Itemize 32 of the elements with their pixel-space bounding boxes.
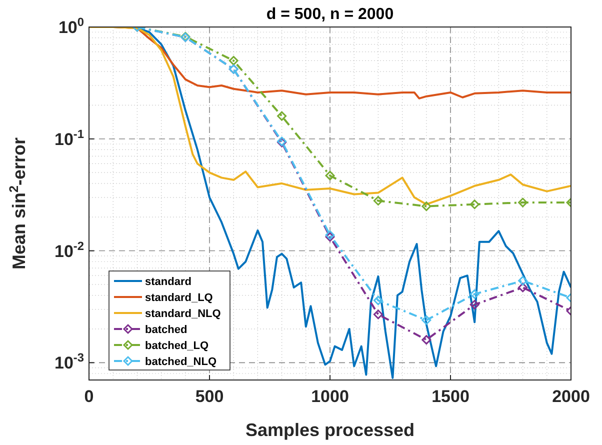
point [470, 289, 480, 299]
legend-label: standard_LQ [145, 292, 214, 304]
legend-label: standard [145, 276, 192, 288]
point [518, 282, 528, 292]
legend-label: standard_NLQ [145, 308, 222, 320]
point [373, 296, 383, 306]
y-tick-label: 10$^{-3}$ [54, 350, 84, 373]
point [422, 315, 432, 325]
y-tick-label: 10$^{-1}$ [54, 126, 84, 149]
x-tick-label: 1000 [311, 387, 349, 406]
point [373, 196, 383, 206]
point [422, 202, 432, 212]
x-axis-title: Samples processed [245, 420, 415, 440]
y-tick-label: 10$^{-2}$ [54, 238, 84, 261]
legend-label: batched_LQ [145, 340, 210, 352]
point [277, 111, 287, 121]
point [228, 56, 238, 66]
point [518, 276, 528, 286]
point [373, 310, 383, 320]
x-tick-label: 500 [195, 387, 224, 406]
point [470, 200, 480, 210]
x-tick-label: 1500 [432, 387, 470, 406]
legend-label: batched [145, 324, 188, 336]
point [422, 335, 432, 345]
x-tick-label: 2000 [552, 387, 590, 406]
y-tick-label: 10$^{0}$ [58, 15, 84, 37]
chart-title: d = 500, n = 2000 [266, 6, 394, 23]
point [518, 198, 528, 208]
x-tick-label: 0 [84, 387, 94, 406]
point [325, 170, 335, 180]
legend-label: batched_NLQ [145, 356, 217, 368]
point [470, 300, 480, 310]
